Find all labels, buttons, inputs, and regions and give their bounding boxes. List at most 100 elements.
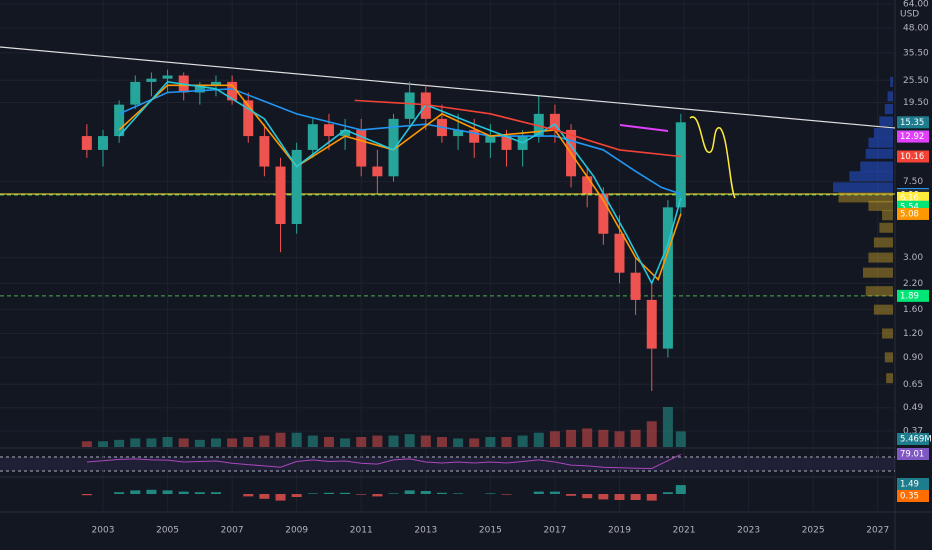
x-tick-label: 2017 <box>543 526 566 536</box>
moving-average <box>118 81 682 286</box>
signal-label-bg <box>897 490 929 502</box>
volume-bar <box>307 435 318 447</box>
volume-profile-bar <box>873 127 893 138</box>
price-label-bg <box>897 116 929 129</box>
macd-bar <box>582 494 593 499</box>
y-tick-label: 1.20 <box>903 329 923 339</box>
candle-body <box>98 136 108 150</box>
volume-profile-bar <box>833 182 893 193</box>
candle-body <box>598 193 609 234</box>
candle-body <box>630 272 641 300</box>
price-label-text: 1.89 <box>900 291 919 301</box>
macd-bar <box>130 490 141 494</box>
rsi-label-text: 79.01 <box>900 450 924 460</box>
candle-body <box>114 104 125 137</box>
macd-bar <box>356 494 367 495</box>
price-label-text: 15.35 <box>900 118 924 128</box>
macd-bar <box>259 494 270 499</box>
macd-bar <box>323 492 334 494</box>
volume-bar <box>243 437 254 447</box>
volume-bar <box>194 439 205 447</box>
y-tick-label: 25.50 <box>903 76 929 86</box>
macd-bar <box>114 492 125 494</box>
x-tick-label: 2009 <box>285 526 308 536</box>
volume-bar <box>227 438 238 447</box>
macd-bar <box>501 494 512 495</box>
macd-bar <box>210 492 221 494</box>
price-label: 5.08 <box>897 207 929 220</box>
price-label-bg <box>897 207 929 220</box>
volume-profile-bar <box>884 352 893 363</box>
volume-bar <box>323 437 334 447</box>
volume-bar <box>517 435 528 447</box>
volume-bar <box>356 437 367 447</box>
price-label-bg <box>897 130 929 143</box>
macd-bar <box>566 494 577 496</box>
projection-drawing <box>689 116 736 199</box>
volume-bar <box>162 437 173 447</box>
volume-profile-bar <box>879 116 893 127</box>
x-tick-label: 2019 <box>608 526 631 536</box>
x-tick-label: 2007 <box>221 526 244 536</box>
volume-profile-bar <box>868 252 893 263</box>
macd-bar <box>662 492 673 494</box>
volume-bar <box>372 435 383 447</box>
volume-bar <box>566 429 577 447</box>
volume-bar <box>598 429 609 447</box>
macd-bar <box>178 491 189 494</box>
moving-average <box>118 87 682 195</box>
x-tick-label: 2005 <box>156 526 179 536</box>
macd-bar <box>81 494 92 496</box>
candle-body <box>501 136 512 150</box>
macd-bar <box>146 489 157 494</box>
candle-body <box>146 78 157 82</box>
volume-bar <box>630 429 641 447</box>
candle-body <box>404 92 415 119</box>
volume-label-text: 5.469M <box>900 435 932 445</box>
y-tick-label: 0.49 <box>903 403 923 413</box>
candle-body <box>210 81 221 86</box>
price-label-text: 6.16 <box>900 193 919 203</box>
price-label-text: 12.92 <box>900 132 924 142</box>
x-tick-label: 2027 <box>866 526 889 536</box>
macd-bar <box>630 494 641 500</box>
x-tick-label: 2003 <box>92 526 115 536</box>
macd-bar <box>436 492 447 494</box>
macd-bar <box>420 491 431 494</box>
candle-body <box>582 176 593 194</box>
macd-bar <box>675 485 686 494</box>
volume-bar <box>130 438 141 447</box>
candle-body <box>388 118 399 177</box>
candle-body <box>275 166 286 224</box>
candle-body <box>662 207 673 349</box>
volume-bar <box>469 438 480 447</box>
volume-label: 5.469M <box>897 433 932 445</box>
x-tick-label: 2023 <box>737 526 760 536</box>
drawing-line <box>619 124 669 132</box>
volume-profile-bar <box>860 161 893 172</box>
y-tick-label: 35.50 <box>903 48 929 58</box>
candle-body <box>81 136 92 150</box>
macd-bar <box>614 494 625 500</box>
candle-body <box>533 113 544 137</box>
volume-bar <box>549 431 560 447</box>
volume-profile-bar <box>873 304 893 315</box>
price-label-text: 5.08 <box>900 209 919 219</box>
volume-profile-bar <box>887 91 893 102</box>
x-tick-label: 2013 <box>414 526 437 536</box>
macd-bar <box>388 493 399 494</box>
candle-body <box>675 122 686 208</box>
x-tick-label: 2025 <box>802 526 825 536</box>
candle-body <box>323 124 334 137</box>
volume-bar <box>291 432 302 447</box>
volume-bar <box>114 439 125 447</box>
macd-bar <box>243 494 254 497</box>
volume-bar <box>501 437 512 447</box>
candle-body <box>340 129 351 137</box>
macd-label-text: 1.49 <box>900 480 919 490</box>
volume-profile-bar <box>882 210 893 221</box>
macd-bar <box>453 493 464 494</box>
macd-bar <box>485 493 496 494</box>
candle-body <box>453 129 464 137</box>
price-label-bg <box>897 289 929 302</box>
